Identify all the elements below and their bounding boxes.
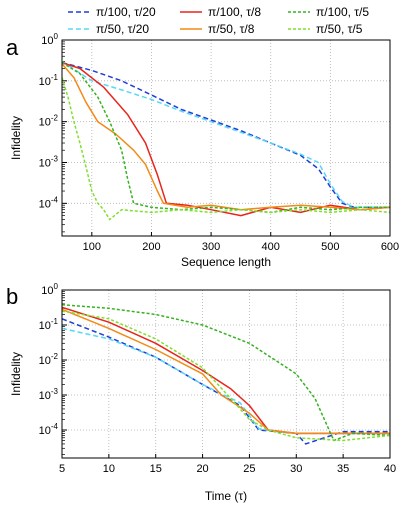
x-axis-label: Sequence length	[181, 255, 271, 269]
plot-frame	[61, 39, 391, 237]
series-group	[62, 60, 390, 221]
legend-label-c: π/100, τ/5	[316, 5, 369, 19]
series-line-f	[62, 310, 390, 442]
y-axis-label: Infidelity	[9, 352, 23, 396]
y-tick-label: 100	[41, 282, 58, 297]
y-tick-label: 10-1	[39, 317, 59, 332]
y-tick-label: 10-3	[39, 155, 59, 170]
y-tick-label: 10-3	[39, 387, 59, 402]
series-line-e	[62, 63, 390, 211]
x-tick-label: 500	[321, 241, 339, 253]
y-tick-label: 10-2	[39, 114, 59, 129]
plot-frame	[61, 289, 391, 459]
legend: π/100, τ/20 π/100, τ/8 π/100, τ/5 π/50, τ/2…	[68, 5, 369, 36]
legend-label-b: π/100, τ/8	[208, 5, 261, 19]
y-tick-label: 10-4	[39, 422, 59, 437]
x-tick-label: 25	[243, 463, 255, 475]
panel-label: b	[6, 284, 18, 309]
x-tick-label: 600	[381, 241, 399, 253]
series-line-a	[62, 61, 390, 209]
series-line-b	[62, 306, 390, 435]
series-line-d	[62, 327, 390, 435]
y-axis-label: Infidelity	[9, 116, 23, 160]
x-tick-label: 400	[262, 241, 280, 253]
series-line-c	[62, 61, 390, 214]
series-line-d	[62, 60, 390, 209]
x-tick-label: 5	[59, 463, 65, 475]
legend-label-f: π/50, τ/5	[316, 22, 363, 36]
x-tick-label: 35	[337, 463, 349, 475]
series-line-e	[62, 308, 390, 435]
x-tick-label: 100	[83, 241, 101, 253]
x-tick-label: 40	[384, 463, 396, 475]
series-line-c	[62, 303, 390, 442]
series-line-f	[62, 77, 390, 221]
x-tick-label: 15	[150, 463, 162, 475]
x-axis-label: Time (τ)	[205, 489, 247, 503]
legend-label-d: π/50, τ/20	[96, 22, 149, 36]
x-tick-label: 20	[196, 463, 208, 475]
y-tick-label: 10-1	[39, 73, 59, 88]
panel-b: 5 10 15 20 25 30 35 40 100 10-1 10-2 10-3 10-4 Time (…	[6, 282, 396, 503]
y-tick-label: 10-2	[39, 352, 59, 367]
x-tick-label: 30	[290, 463, 302, 475]
legend-label-a: π/100, τ/20	[96, 5, 156, 19]
panel-label: a	[6, 35, 19, 60]
legend-label-e: π/50, τ/8	[208, 22, 255, 36]
x-tick-label: 10	[103, 463, 115, 475]
y-tick-label: 100	[41, 32, 58, 47]
series-line-a	[62, 318, 390, 445]
series-group	[62, 303, 390, 445]
x-tick-label: 200	[142, 241, 160, 253]
y-tick-label: 10-4	[39, 195, 59, 210]
series-line-b	[62, 61, 390, 217]
x-tick-label: 300	[202, 241, 220, 253]
panel-a: 100 200 300 400 500 600 100 10-1 10-2 10-3 10-4 Seq…	[6, 32, 399, 269]
